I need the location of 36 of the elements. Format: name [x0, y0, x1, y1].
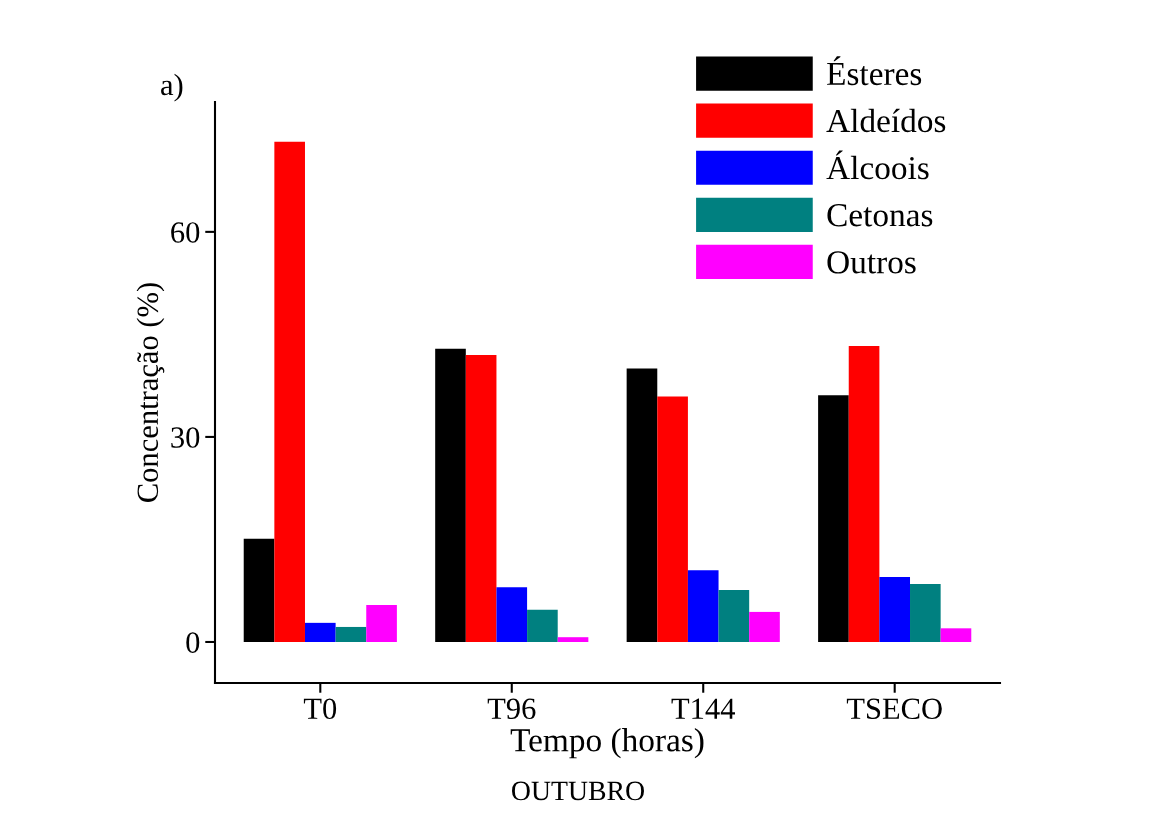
legend-label: Aldeídos	[826, 108, 946, 133]
bar	[910, 583, 941, 642]
bar	[274, 141, 305, 642]
bar	[496, 587, 528, 642]
x-tick-label: T0	[303, 698, 337, 720]
y-tick-label: 0	[186, 632, 200, 653]
x-tick-label: T96	[487, 698, 536, 720]
legend-label: Outros	[827, 251, 916, 274]
bar	[435, 348, 466, 642]
bar	[527, 609, 558, 642]
bar	[557, 637, 589, 642]
bar	[304, 622, 336, 642]
bar	[465, 354, 497, 642]
bar	[879, 577, 911, 642]
legend-label: Álcoois	[826, 150, 929, 180]
y-axis-title: Concentração (%)	[136, 283, 165, 502]
bar	[749, 611, 780, 642]
x-axis-title: Tempo (horas)	[510, 728, 704, 759]
bar	[366, 605, 397, 642]
legend-label: Cetonas	[827, 204, 933, 227]
bar	[626, 368, 658, 642]
bar	[335, 626, 367, 642]
bar	[848, 346, 880, 642]
y-tick-label: 30	[171, 427, 200, 448]
bar	[687, 570, 719, 642]
bar	[243, 538, 275, 642]
legend-label: Ésteres	[827, 56, 922, 86]
bar	[657, 396, 688, 642]
x-tick-label: T144	[671, 698, 735, 719]
bar	[818, 395, 849, 642]
text: OUTUBRO	[512, 781, 644, 801]
y-tick-label: 60	[171, 222, 200, 243]
bar	[718, 590, 750, 642]
x-tick-label: TSECO	[846, 698, 942, 720]
bar	[940, 628, 972, 642]
text: a)	[161, 73, 183, 102]
